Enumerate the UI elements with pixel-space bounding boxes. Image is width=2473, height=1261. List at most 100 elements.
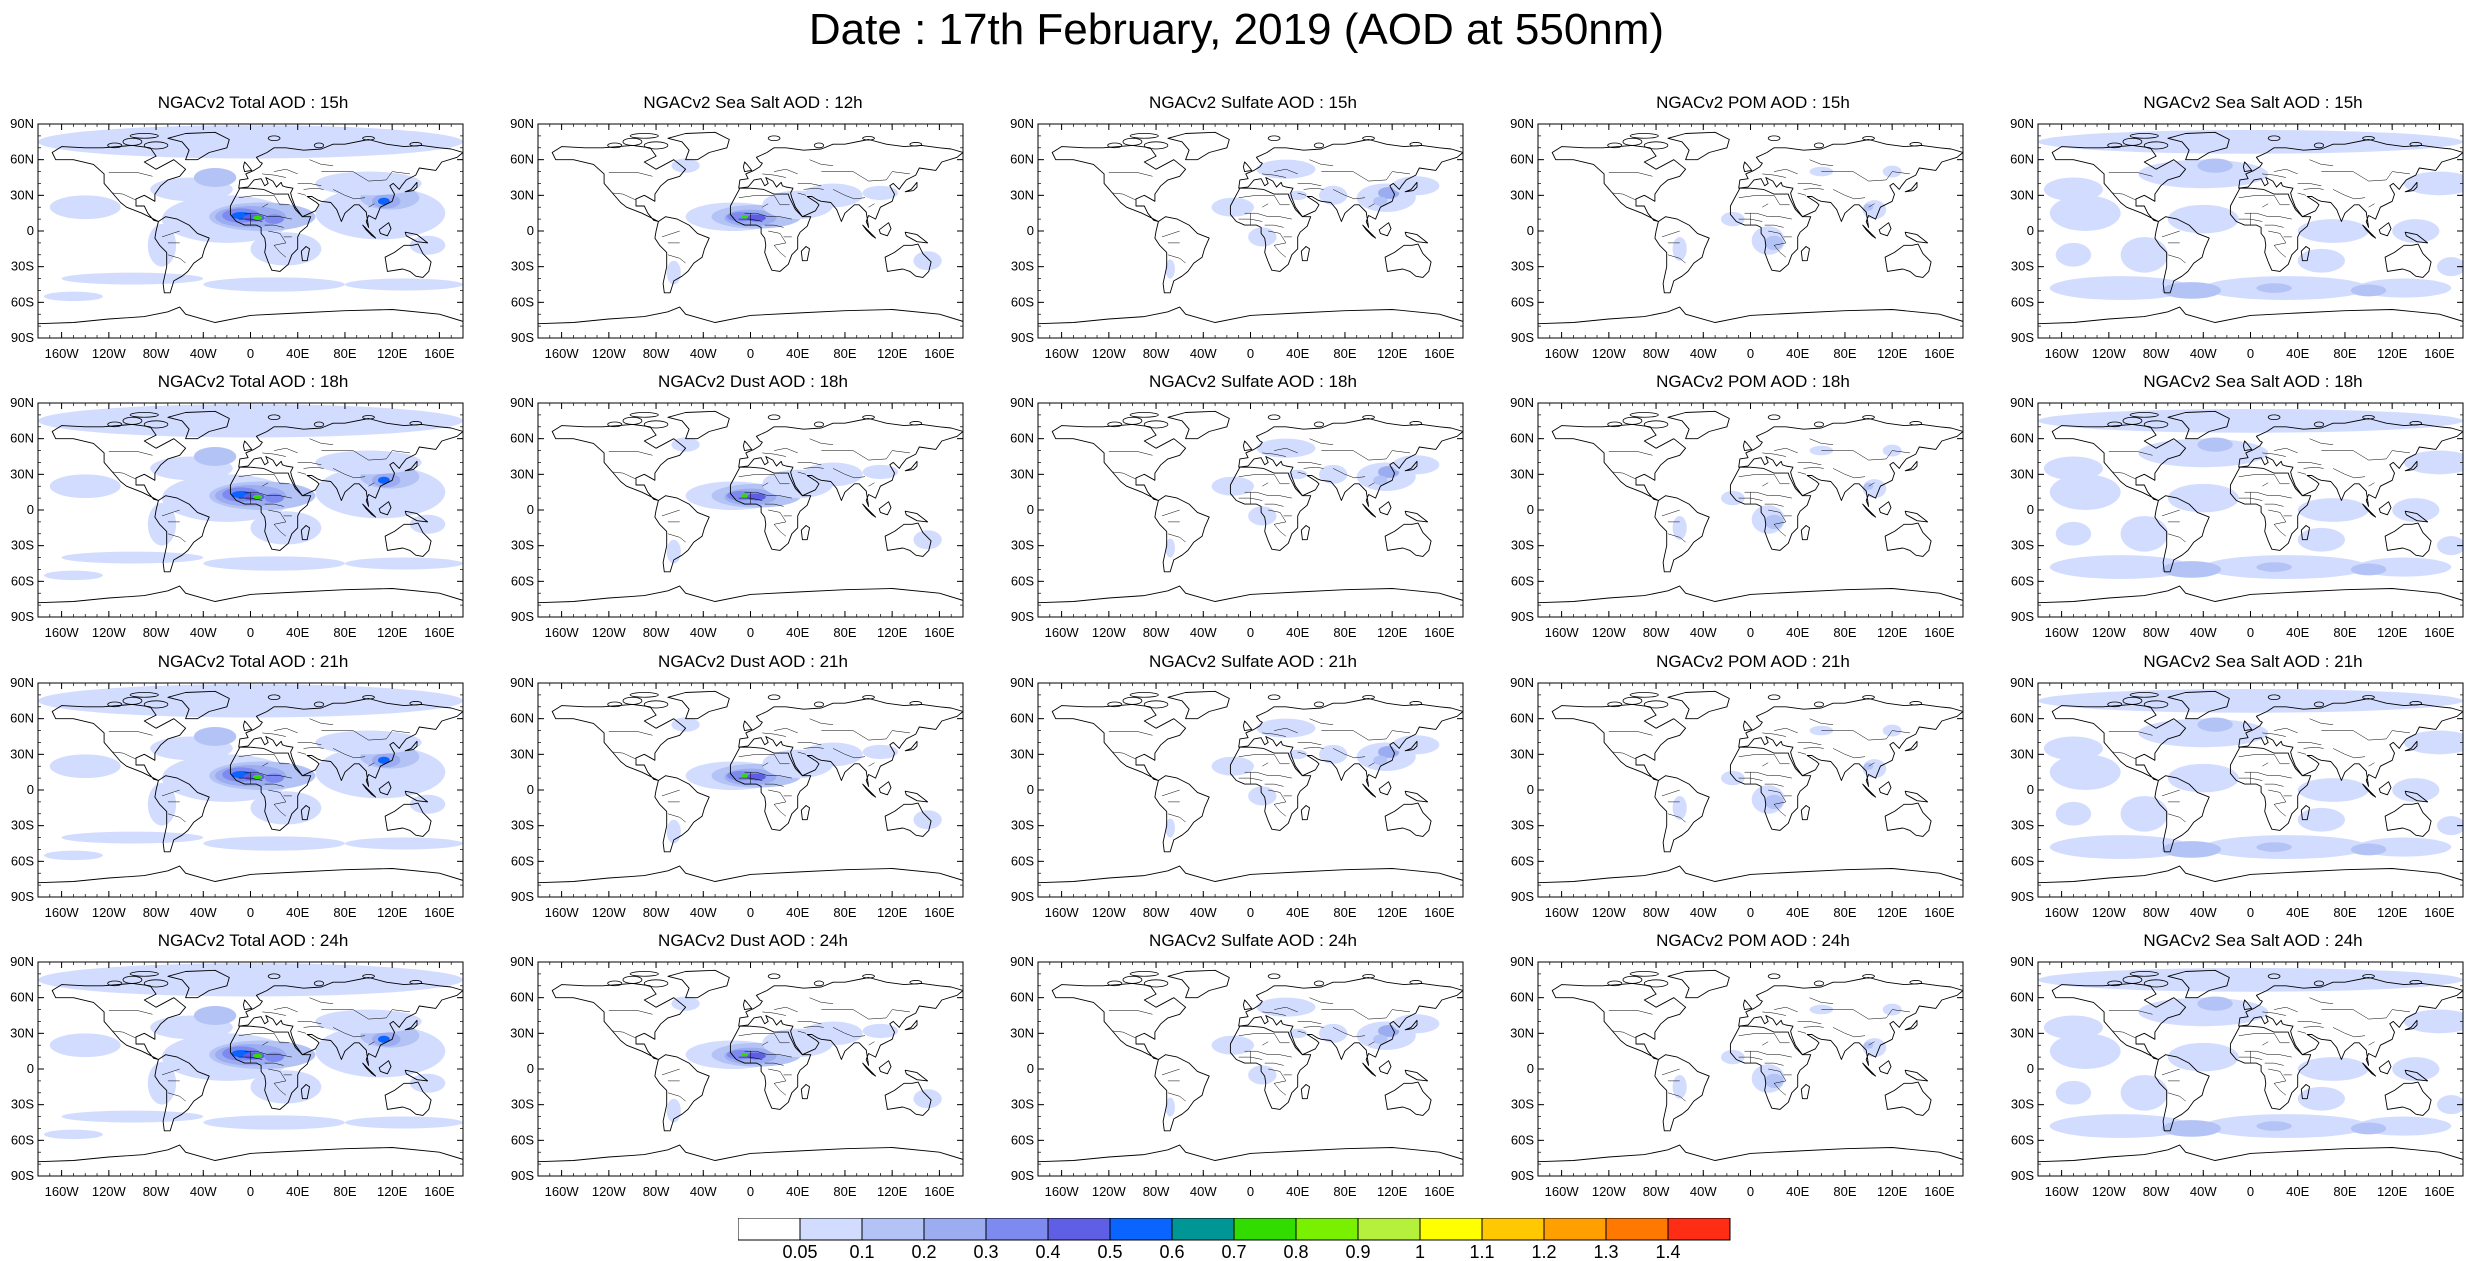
country-border <box>274 1006 298 1013</box>
country-border <box>167 254 186 264</box>
coastline <box>154 775 210 853</box>
coastline <box>1742 161 1753 173</box>
coastline <box>622 137 643 146</box>
lon-tick-label: 80W <box>1143 905 1170 920</box>
country-border <box>1167 533 1186 543</box>
country-border <box>238 754 281 764</box>
country-border <box>1774 168 1798 175</box>
coastline <box>538 306 963 325</box>
coastline <box>1167 969 1230 999</box>
aod-plume <box>1373 196 1388 207</box>
coastline <box>1378 1060 1392 1075</box>
lat-tick-label: 90S <box>511 330 534 345</box>
coastline <box>1551 423 1687 501</box>
coastline <box>1878 781 1892 796</box>
coastline <box>909 980 923 985</box>
lon-tick-label: 0 <box>747 625 754 640</box>
lat-tick-label: 30N <box>2010 466 2034 481</box>
country-border <box>2274 447 2298 454</box>
coastline <box>2051 982 2187 1060</box>
lat-tick-label: 90N <box>1510 395 1534 410</box>
colorbar-swatch <box>1357 1218 1421 1241</box>
aod-plume <box>2043 177 2103 202</box>
country-border <box>2321 730 2410 741</box>
coastline <box>884 522 932 557</box>
coastline <box>2242 720 2253 732</box>
country-border <box>264 224 284 228</box>
coastline <box>1154 495 1210 573</box>
lat-tick-label: 90S <box>511 1168 534 1183</box>
coastline <box>1607 421 1623 428</box>
lon-tick-label: 160E <box>924 1184 955 1199</box>
lat-tick-label: 60S <box>511 1132 534 1147</box>
aod-plume <box>61 831 204 844</box>
lat-tick-label: 60N <box>10 990 34 1005</box>
world-map-plot: 90N 60N 30N 0 30S 60S 90S 160W 120W 80W 40W 0 40E 80E… <box>2010 675 2464 920</box>
lon-tick-label: 120W <box>592 905 627 920</box>
lon-tick-label: 120E <box>2377 346 2408 361</box>
aod-plume <box>43 1129 103 1140</box>
country-border <box>2268 1068 2287 1096</box>
country-border <box>797 1030 807 1034</box>
country-border <box>1321 1009 1410 1020</box>
lon-tick-label: 40E <box>1786 1184 1809 1199</box>
aod-plume <box>61 551 204 564</box>
country-border <box>1161 230 1180 238</box>
lat-tick-label: 90S <box>1511 609 1534 624</box>
lat-tick-label: 60N <box>510 431 534 446</box>
lat-tick-label: 90N <box>510 675 534 690</box>
lon-tick-label: 160W <box>545 346 580 361</box>
coastline <box>729 466 812 551</box>
country-border <box>1262 482 1269 487</box>
aod-plume <box>264 493 284 503</box>
coastline <box>1404 510 1429 523</box>
country-border <box>332 748 366 759</box>
panel-title: NGACv2 Sea Salt AOD : 18h <box>2143 372 2363 391</box>
aod-plume <box>1165 818 1175 838</box>
coastline <box>1129 412 1159 418</box>
coastline <box>2384 522 2432 557</box>
aod-plume <box>2138 718 2269 748</box>
country-border <box>2297 192 2307 196</box>
coastline <box>2107 421 2123 428</box>
lon-tick-label: 160W <box>1545 346 1580 361</box>
country-border <box>1161 789 1180 797</box>
world-map-plot: 90N 60N 30N 0 30S 60S 90S 160W 120W 80W 40W 0 40E 80E… <box>1010 675 1464 920</box>
coastline <box>1409 142 1423 147</box>
aod-plume <box>1863 762 1874 770</box>
lon-tick-label: 40E <box>286 1184 309 1199</box>
country-border <box>1667 813 1686 823</box>
country-border <box>738 754 781 764</box>
coastline <box>1362 1062 1377 1077</box>
lon-tick-label: 0 <box>247 1184 254 1199</box>
aod-plume <box>61 1110 204 1123</box>
coastline <box>1107 142 1123 149</box>
lon-tick-label: 160E <box>1924 625 1955 640</box>
country-border <box>1268 509 1287 537</box>
coastline <box>2362 1062 2377 1077</box>
coastline <box>2167 690 2230 720</box>
coastline <box>862 1062 877 1077</box>
lon-tick-label: 160E <box>424 346 455 361</box>
aod-plume <box>2049 474 2121 510</box>
country-border <box>1768 1068 1787 1096</box>
lon-tick-label: 120W <box>92 346 127 361</box>
country-border <box>2303 746 2324 749</box>
country-border <box>2244 771 2292 779</box>
aod-plume <box>38 684 463 718</box>
aod-plume <box>2043 456 2103 481</box>
country-border <box>264 503 284 507</box>
country-border <box>1608 172 1653 177</box>
lat-tick-label: 0 <box>2027 223 2034 238</box>
country-border <box>832 1027 866 1038</box>
coastline <box>2238 977 2463 1066</box>
coastline <box>862 695 875 700</box>
country-border <box>1744 212 1792 220</box>
aod-plume <box>147 223 177 267</box>
lon-tick-label: 160W <box>2045 625 2080 640</box>
lat-tick-label: 30S <box>1511 259 1534 274</box>
country-border <box>332 189 366 200</box>
aod-plume <box>746 214 766 222</box>
country-border <box>797 183 822 187</box>
country-border <box>1332 1027 1366 1038</box>
